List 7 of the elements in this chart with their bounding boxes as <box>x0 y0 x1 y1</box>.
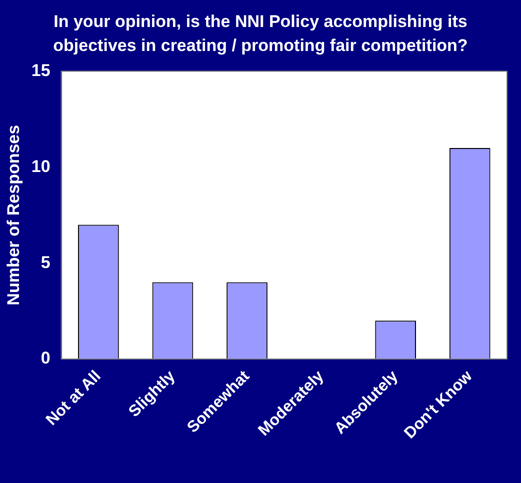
y-tick-label: 5 <box>40 252 50 272</box>
chart-title: In your opinion, is the NNI Policy accomplishing its objectives in creating / promoting fair competition? <box>52 11 469 57</box>
y-tick-label: 10 <box>31 156 50 176</box>
y-axis-title: Number of Responses <box>4 124 23 306</box>
y-tick-label: 0 <box>40 348 50 368</box>
y-tick-label: 15 <box>31 60 50 80</box>
x-tick-label: Not at All <box>43 368 104 430</box>
